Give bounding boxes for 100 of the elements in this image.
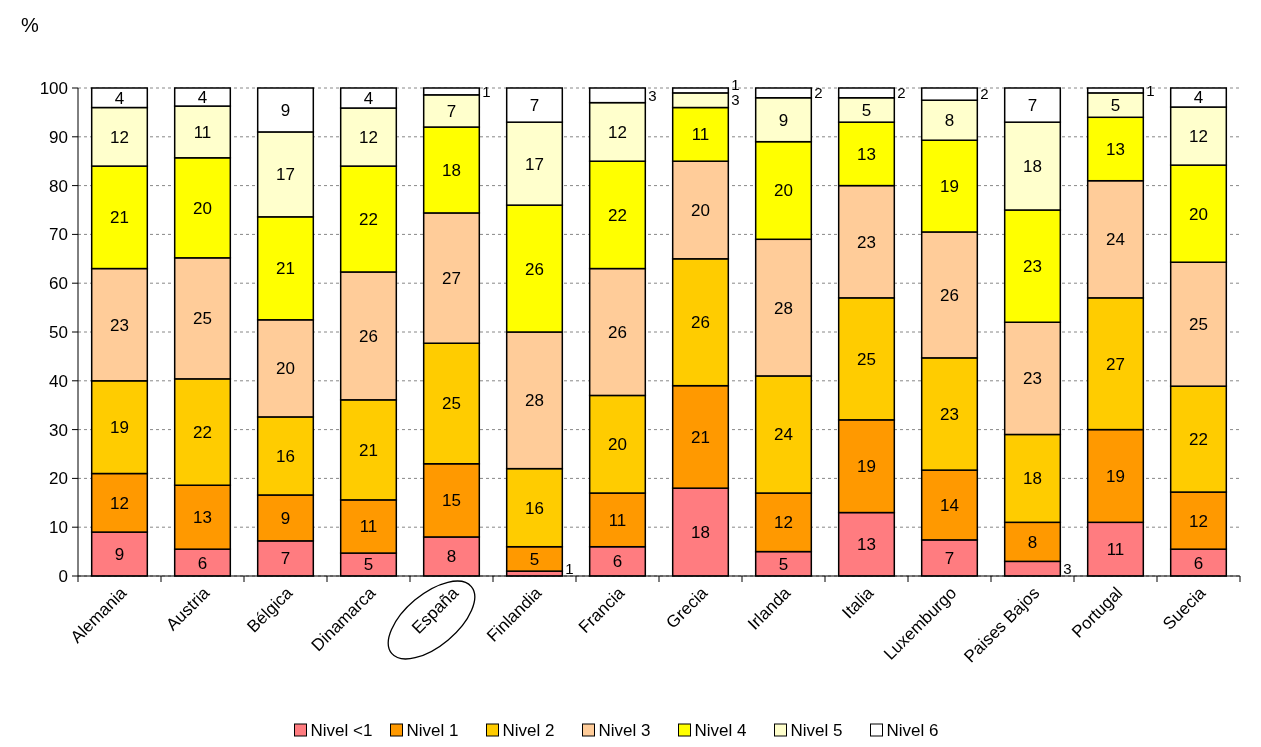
- data-label: 22: [359, 209, 378, 229]
- data-label: 8: [944, 111, 955, 131]
- data-label: 25: [1189, 315, 1208, 335]
- data-label: 11: [1106, 540, 1125, 560]
- y-tick-label: 50: [49, 322, 68, 342]
- data-label: 4: [114, 88, 125, 108]
- data-label: 9: [280, 508, 291, 528]
- data-label: 20: [691, 200, 710, 220]
- data-label: 21: [691, 427, 710, 447]
- data-label: 11: [359, 517, 378, 537]
- data-label: 20: [276, 359, 295, 379]
- y-tick-label: 100: [39, 78, 68, 98]
- data-label: 8: [1027, 532, 1038, 552]
- data-label: 11: [608, 510, 627, 530]
- data-label: 7: [280, 549, 291, 569]
- data-label: 18: [1023, 469, 1042, 489]
- data-label: 19: [940, 177, 959, 197]
- data-label: 28: [774, 298, 793, 318]
- data-label: 28: [525, 391, 544, 411]
- data-label: 26: [608, 322, 627, 342]
- data-label: 6: [1193, 553, 1204, 573]
- data-label: 12: [1189, 511, 1208, 531]
- data-label: 23: [110, 315, 129, 335]
- data-label: 3: [731, 91, 740, 109]
- data-label: 20: [193, 198, 212, 218]
- data-label: 14: [940, 495, 959, 515]
- data-label: 9: [114, 544, 125, 564]
- data-label: 1: [1146, 81, 1155, 99]
- data-label: 16: [276, 446, 295, 466]
- data-label: 12: [110, 493, 129, 513]
- data-label: 19: [1106, 466, 1125, 486]
- data-label: 13: [1106, 139, 1125, 159]
- data-label: 23: [1023, 369, 1042, 389]
- data-label: 17: [276, 165, 295, 185]
- data-label: 12: [774, 513, 793, 533]
- data-label: 21: [110, 208, 129, 228]
- data-label: 26: [359, 326, 378, 346]
- data-label: 18: [691, 523, 710, 543]
- data-label: 21: [359, 440, 378, 460]
- data-label: 27: [442, 269, 461, 289]
- data-label: 13: [193, 508, 212, 528]
- data-label: 23: [857, 232, 876, 252]
- data-label: 8: [446, 547, 457, 567]
- data-label: 18: [442, 160, 461, 180]
- legend-label: Nivel 6: [886, 720, 939, 740]
- data-label: 4: [1193, 88, 1204, 108]
- data-label: 18: [1023, 157, 1042, 177]
- y-tick-label: 30: [49, 420, 68, 440]
- y-tick-label: 90: [49, 127, 68, 147]
- y-tick-label: 10: [49, 518, 68, 538]
- data-label: 6: [612, 552, 623, 572]
- data-label: 19: [110, 418, 129, 438]
- data-label: 22: [608, 205, 627, 225]
- data-label: 7: [1027, 96, 1038, 116]
- data-label: 12: [1189, 127, 1208, 147]
- data-label: 12: [110, 127, 129, 147]
- data-label: 5: [529, 549, 540, 569]
- data-label: 5: [363, 555, 374, 575]
- legend-label: Nivel 5: [790, 720, 843, 740]
- data-label: 7: [944, 548, 955, 568]
- data-label: 26: [691, 313, 710, 333]
- data-label: 1: [731, 76, 740, 94]
- data-label: 26: [940, 285, 959, 305]
- data-label: 11: [193, 122, 212, 142]
- data-label: 12: [359, 127, 378, 147]
- data-label: 6: [197, 553, 208, 573]
- data-label: 15: [442, 491, 461, 511]
- data-label: 13: [857, 535, 876, 555]
- legend-label: Nivel 2: [502, 720, 555, 740]
- data-label: 24: [1106, 230, 1125, 250]
- data-label: 3: [1063, 559, 1072, 577]
- data-label: 21: [276, 259, 295, 279]
- data-label: 2: [814, 84, 823, 102]
- data-label: 24: [774, 425, 793, 445]
- data-label: 27: [1106, 354, 1125, 374]
- data-label: 3: [648, 86, 657, 104]
- data-label: 5: [1110, 96, 1121, 116]
- data-label: 4: [363, 88, 374, 108]
- data-label: 25: [857, 349, 876, 369]
- legend-label: Nivel 4: [694, 720, 747, 740]
- legend-label: Nivel <1: [310, 720, 373, 740]
- data-label: 26: [525, 259, 544, 279]
- data-label: 19: [857, 457, 876, 477]
- y-tick-label: 40: [49, 371, 68, 391]
- data-label: 16: [525, 498, 544, 518]
- data-label: 22: [193, 422, 212, 442]
- data-label: 13: [857, 144, 876, 164]
- y-axis-title: %: [21, 14, 40, 36]
- data-label: 25: [442, 394, 461, 414]
- data-label: 20: [1189, 204, 1208, 224]
- data-label: 9: [778, 110, 789, 130]
- legend-label: Nivel 3: [598, 720, 651, 740]
- data-label: 9: [280, 100, 291, 120]
- data-label: 12: [608, 122, 627, 142]
- data-label: 20: [774, 181, 793, 201]
- data-label: 4: [197, 87, 208, 107]
- data-label: 1: [482, 82, 491, 100]
- data-label: 23: [940, 404, 959, 424]
- data-label: 17: [525, 154, 544, 174]
- data-label: 2: [897, 84, 906, 102]
